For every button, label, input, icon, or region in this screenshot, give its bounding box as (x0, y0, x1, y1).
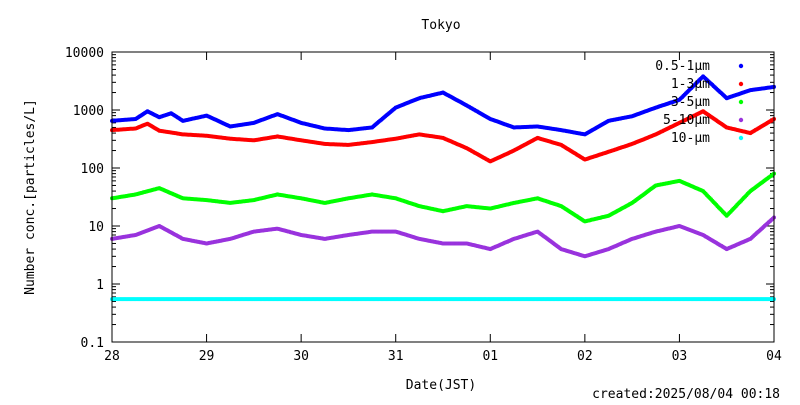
legend-label: 5-10μm (663, 113, 710, 128)
chart-title: Tokyo (421, 18, 460, 33)
x-tick-label: 02 (577, 349, 593, 364)
series-points (110, 171, 776, 224)
x-tick-label: 28 (104, 349, 120, 364)
legend-marker (738, 63, 744, 69)
legend-label: 10-μm (671, 131, 710, 146)
x-tick-label: 03 (672, 349, 688, 364)
legend-label: 1-3μm (671, 77, 710, 92)
legend: 0.5-1μm 1-3μm 3-5μm 5-10μm 10-μm (655, 59, 744, 146)
series-points (110, 215, 776, 259)
legend-marker (738, 81, 744, 87)
x-tick-label: 30 (293, 349, 309, 364)
y-tick-label: 1000 (73, 104, 104, 119)
y-axis-label: Number conc.[particles/L] (23, 99, 38, 295)
created-timestamp: created:2025/08/04 00:18 (592, 387, 780, 400)
plot-area (110, 74, 776, 302)
plot-frame (111, 51, 775, 343)
x-tick-label: 29 (199, 349, 215, 364)
x-tick-label: 01 (482, 349, 498, 364)
x-axis-label: Date(JST) (406, 378, 476, 393)
y-tick-label: 10000 (65, 46, 104, 61)
y-tick-label: 0.1 (81, 336, 104, 351)
legend-label: 0.5-1μm (655, 59, 710, 74)
series-points (110, 74, 776, 137)
series-points (110, 297, 776, 302)
x-tick-label: 31 (388, 349, 404, 364)
y-tick-label: 1 (96, 278, 104, 293)
legend-marker (738, 135, 744, 141)
y-axis-ticks: 0.1 1 10 100 1000 10000 (65, 46, 774, 351)
legend-marker (738, 99, 744, 105)
x-tick-label: 04 (766, 349, 782, 364)
y-tick-label: 10 (88, 220, 104, 235)
series-points (110, 109, 776, 164)
y-tick-label: 100 (81, 162, 104, 177)
legend-marker (738, 117, 744, 123)
legend-label: 3-5μm (671, 95, 710, 110)
